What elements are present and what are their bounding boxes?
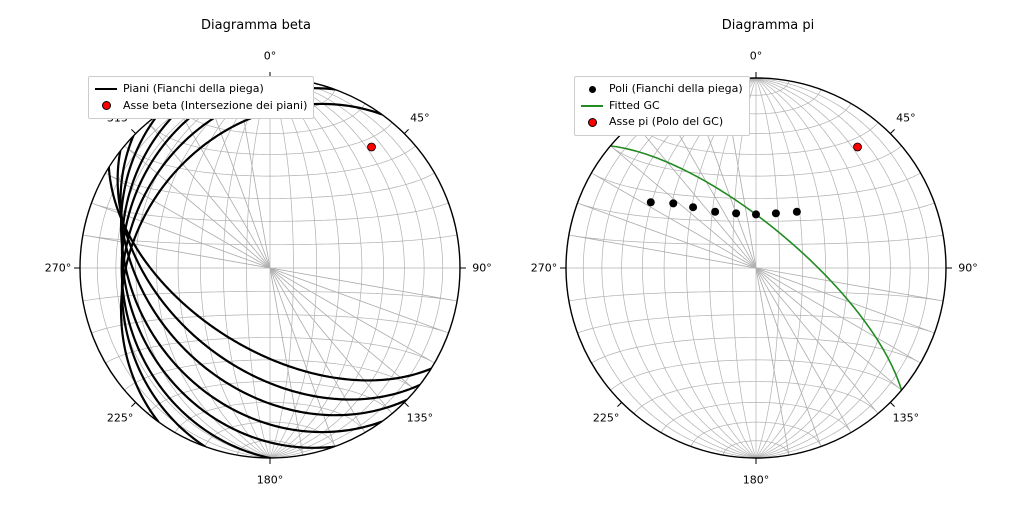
pole-marker: [793, 208, 801, 216]
az-label: 270°: [531, 262, 558, 275]
az-label: 0°: [750, 50, 763, 63]
root-figure: Diagramma beta Piani (Fianchi della pieg…: [0, 0, 1024, 503]
az-label: 270°: [45, 262, 72, 275]
pi-legend-label-gc: Fitted GC: [609, 98, 660, 115]
az-label: 135°: [893, 411, 920, 424]
az-tick: [131, 402, 135, 406]
az-label: 180°: [743, 474, 770, 487]
pole-marker: [752, 210, 760, 218]
dot-swatch: [581, 83, 603, 95]
pi-title: Diagramma pi: [512, 18, 1024, 33]
az-label: 45°: [410, 112, 430, 125]
pi-legend-row-poles: Poli (Fianchi della piega): [581, 81, 743, 98]
az-label: 0°: [264, 50, 277, 63]
pole-marker: [772, 209, 780, 217]
pi-legend-row-gc: Fitted GC: [581, 98, 743, 115]
az-label: 180°: [257, 474, 284, 487]
az-tick: [890, 402, 894, 406]
pi-legend-row-axis: Asse pi (Polo del GC): [581, 114, 743, 131]
az-label: 225°: [593, 411, 620, 424]
az-tick: [617, 402, 621, 406]
az-tick: [404, 129, 408, 133]
az-label: 45°: [896, 112, 916, 125]
beta-title: Diagramma beta: [0, 18, 512, 33]
line-swatch: [581, 100, 603, 112]
beta-legend-label-planes: Piani (Fianchi della piega): [123, 81, 264, 98]
az-label: 135°: [407, 411, 434, 424]
pole-marker: [689, 203, 697, 211]
pi-axis-marker: [854, 143, 862, 151]
beta-legend: Piani (Fianchi della piega) Asse beta (I…: [88, 76, 314, 119]
beta-legend-label-axis: Asse beta (Intersezione dei piani): [123, 98, 307, 115]
beta-panel: Diagramma beta Piani (Fianchi della pieg…: [0, 0, 512, 503]
az-tick: [131, 129, 135, 133]
pi-legend-label-poles: Poli (Fianchi della piega): [609, 81, 743, 98]
az-label: 225°: [107, 411, 134, 424]
line-swatch: [95, 83, 117, 95]
dot-swatch: [581, 116, 603, 128]
pi-legend: Poli (Fianchi della piega) Fitted GC Ass…: [574, 76, 750, 136]
pole-marker: [732, 209, 740, 217]
az-tick: [404, 402, 408, 406]
beta-legend-row-axis: Asse beta (Intersezione dei piani): [95, 98, 307, 115]
az-label: 90°: [472, 262, 492, 275]
dot-swatch: [95, 100, 117, 112]
beta-legend-row-planes: Piani (Fianchi della piega): [95, 81, 307, 98]
pole-marker: [711, 208, 719, 216]
pi-panel: Diagramma pi Poli (Fianchi della piega) …: [512, 0, 1024, 503]
pi-legend-label-axis: Asse pi (Polo del GC): [609, 114, 723, 131]
az-label: 90°: [958, 262, 978, 275]
beta-axis-marker: [368, 143, 376, 151]
az-tick: [890, 129, 894, 133]
pole-marker: [647, 198, 655, 206]
pole-marker: [669, 199, 677, 207]
